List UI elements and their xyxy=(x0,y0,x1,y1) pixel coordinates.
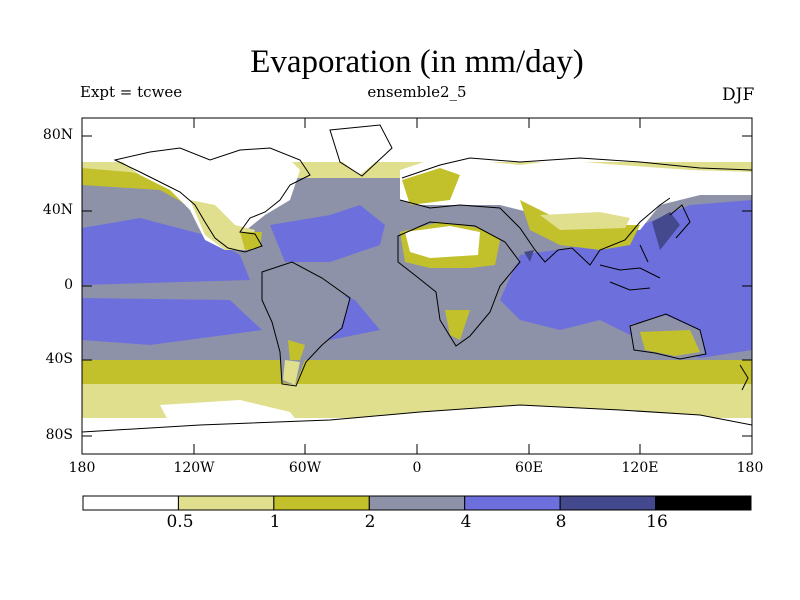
field-pacific-4-8-north xyxy=(82,218,250,285)
colorbar-swatch xyxy=(464,495,561,511)
colorbar-label-2: 2 xyxy=(364,512,376,532)
coast-antarctica xyxy=(82,404,752,433)
run-label: ensemble2_5 xyxy=(367,83,467,101)
colorbar-swatch xyxy=(177,495,275,511)
colorbar-label-1: 1 xyxy=(269,512,281,532)
coast-south-eurasia xyxy=(399,197,671,266)
lon-label-180e: 180 xyxy=(736,460,764,476)
field-indopacific-4-8 xyxy=(500,200,752,358)
colorbar-swatch xyxy=(273,495,370,511)
land-south-america xyxy=(262,265,350,385)
land-antarctica xyxy=(82,405,752,454)
coastlines xyxy=(82,124,752,433)
lat-label-40n: 40N xyxy=(42,202,73,218)
lat-label-80s: 80S xyxy=(45,427,73,443)
field-south-white-patch xyxy=(160,400,300,425)
field-npac-2-4 xyxy=(82,185,200,225)
coast-japan xyxy=(669,204,691,239)
coast-maritime-continent xyxy=(599,244,661,291)
lon-label-120e: 120E xyxy=(621,460,659,476)
field-kuroshio-8-16 xyxy=(652,212,680,250)
field-atlantic-4-8-north xyxy=(270,205,385,262)
coast-north-eurasia xyxy=(401,157,752,179)
field-pacific-4-8-south xyxy=(82,298,262,345)
colorbar-swatch xyxy=(655,495,752,511)
coast-north-america xyxy=(113,147,311,253)
lon-label-120w: 120W xyxy=(173,460,215,476)
lon-label-60w: 60W xyxy=(288,460,322,476)
colorbar-swatch xyxy=(368,495,466,511)
coast-greenland xyxy=(329,124,393,177)
coast-south-america xyxy=(261,261,351,387)
land-greenland xyxy=(330,125,390,175)
land-australia-1-2 xyxy=(640,330,700,356)
colorbar xyxy=(82,495,752,511)
lat-label-80n: 80N xyxy=(42,127,73,143)
map-title: Evaporation (in mm/day) xyxy=(250,44,584,80)
lon-label-0: 0 xyxy=(412,460,422,476)
season-label: DJF xyxy=(722,85,755,105)
colorbar-swatch xyxy=(559,495,657,511)
land-sahara-lt05 xyxy=(405,226,480,258)
lon-label-60e: 60E xyxy=(514,460,544,476)
axis-ticks xyxy=(82,118,752,454)
colorbar-swatch xyxy=(82,495,179,511)
lat-label-0: 0 xyxy=(64,277,73,293)
land-europe-1-2 xyxy=(402,168,460,205)
land-usa-05-1 xyxy=(190,200,255,250)
colorbar-label-16: 16 xyxy=(646,512,668,532)
coast-africa xyxy=(397,221,521,347)
lat-label-40s: 40S xyxy=(45,351,73,367)
experiment-label: Expt = tcwee xyxy=(80,83,183,101)
land-north-america xyxy=(120,140,300,250)
map-fields xyxy=(82,118,752,454)
land-tibet-05-1 xyxy=(540,212,630,230)
land-patagonia xyxy=(283,360,300,385)
colorbar-label-8: 8 xyxy=(555,512,567,532)
land-eurasia xyxy=(400,160,752,230)
colorbar-label-0.5: 0.5 xyxy=(166,512,194,532)
land-sa-1-2 xyxy=(288,340,305,360)
colorbar-label-4: 4 xyxy=(460,512,472,532)
field-arabian-8-16 xyxy=(524,250,534,262)
land-kalahari-1-2 xyxy=(445,310,470,340)
coast-australia xyxy=(629,313,707,360)
coast-new-zealand xyxy=(739,364,749,391)
lon-label-180w: 180 xyxy=(68,460,96,476)
